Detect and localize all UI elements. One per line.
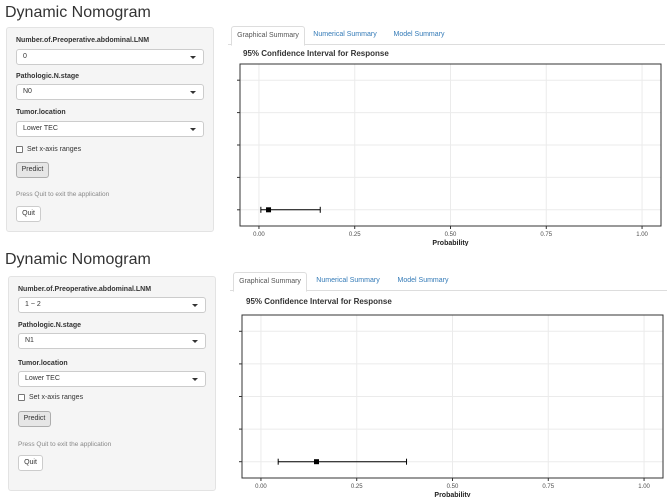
quit-help-text: Press Quit to exit the application: [18, 441, 112, 448]
x-tick-label: 1.00: [638, 484, 650, 490]
tumor-location-select-value: Lower TEC: [25, 375, 60, 382]
x-tick-label: 0.50: [447, 484, 459, 490]
tab-model-summary[interactable]: Model Summary: [397, 277, 449, 284]
plot-title: 95% Confidence Interval for Response: [243, 49, 389, 58]
chevron-down-icon: [190, 128, 196, 131]
tab-graphical-summary[interactable]: Graphical Summary: [231, 26, 305, 46]
nomogram-app-bottom: Dynamic Nomogram Number.of.Preoperative.…: [0, 249, 669, 498]
x-axis-range-checkbox-row[interactable]: Set x-axis ranges: [16, 146, 81, 153]
plot-title: 95% Confidence Interval for Response: [246, 297, 392, 306]
point-estimate: [266, 207, 272, 213]
lnm-select[interactable]: 0: [16, 49, 204, 65]
quit-button[interactable]: Quit: [18, 455, 43, 471]
quit-button[interactable]: Quit: [16, 206, 41, 222]
lnm-select-value: 1 ~ 2: [25, 301, 41, 308]
tab-graphical-summary[interactable]: Graphical Summary: [233, 272, 307, 292]
x-tick-label: 1.00: [636, 232, 648, 238]
tab-model-summary[interactable]: Model Summary: [393, 31, 445, 38]
x-tick-label: 0.00: [253, 232, 265, 238]
x-tick-label: 0.00: [255, 484, 267, 490]
nomogram-app-top: Dynamic Nomogram Number.of.Preoperative.…: [5, 4, 665, 246]
x-tick-label: 0.25: [349, 232, 361, 238]
tab-bar: Graphical Summary Numerical Summary Mode…: [228, 26, 665, 46]
lnm-select-value: 0: [23, 53, 27, 60]
x-tick-label: 0.50: [445, 232, 457, 238]
chevron-down-icon: [192, 340, 198, 343]
n-stage-select[interactable]: N0: [16, 84, 204, 100]
plot-border: [239, 63, 662, 227]
predict-button[interactable]: Predict: [18, 411, 51, 427]
lnm-label: Number.of.Preoperative.abdominal.LNM: [18, 286, 152, 293]
tab-numerical-summary[interactable]: Numerical Summary: [316, 277, 380, 284]
chevron-down-icon: [192, 378, 198, 381]
x-axis-range-checkbox-row[interactable]: Set x-axis ranges: [18, 394, 83, 401]
tumor-location-label: Tumor.location: [18, 360, 68, 367]
x-tick-label: 0.75: [542, 484, 554, 490]
x-axis-label: Probability: [434, 492, 470, 497]
app-title: Dynamic Nomogram: [5, 251, 151, 268]
ci-chart: 0.00 0.25 0.50 0.75 1.00 Probability: [237, 63, 662, 246]
tumor-location-label: Tumor.location: [16, 109, 66, 116]
tumor-location-select-value: Lower TEC: [23, 125, 58, 132]
chevron-down-icon: [190, 56, 196, 59]
predict-button[interactable]: Predict: [16, 162, 49, 178]
quit-help-text: Press Quit to exit the application: [16, 191, 110, 198]
tab-bar: Graphical Summary Numerical Summary Mode…: [230, 272, 667, 292]
x-axis-range-checkbox[interactable]: [18, 394, 25, 401]
n-stage-label: Pathologic.N.stage: [18, 322, 82, 329]
sidebar-panel: Number.of.Preoperative.abdominal.LNM 1 ~…: [8, 276, 216, 491]
ci-chart: 0.00 0.25 0.50 0.75 1.00 Probability: [239, 314, 664, 497]
sidebar-panel: Number.of.Preoperative.abdominal.LNM 0 P…: [6, 27, 214, 232]
app-title: Dynamic Nomogram: [5, 4, 151, 21]
x-axis-range-label: Set x-axis ranges: [29, 394, 84, 401]
n-stage-select[interactable]: N1: [18, 333, 206, 349]
tab-numerical-summary[interactable]: Numerical Summary: [313, 31, 377, 38]
chevron-down-icon: [190, 91, 196, 94]
lnm-label: Number.of.Preoperative.abdominal.LNM: [16, 37, 150, 44]
x-tick-label: 0.25: [351, 484, 363, 490]
chevron-down-icon: [192, 304, 198, 307]
point-estimate: [313, 459, 319, 465]
x-tick-label: 0.75: [540, 232, 552, 238]
n-stage-select-value: N1: [25, 337, 34, 344]
lnm-select[interactable]: 1 ~ 2: [18, 297, 206, 313]
tumor-location-select[interactable]: Lower TEC: [18, 371, 206, 387]
x-axis-range-label: Set x-axis ranges: [27, 146, 82, 153]
tumor-location-select[interactable]: Lower TEC: [16, 121, 204, 137]
plot-border: [241, 314, 664, 479]
x-axis-range-checkbox[interactable]: [16, 146, 23, 153]
n-stage-label: Pathologic.N.stage: [16, 73, 80, 80]
x-axis-label: Probability: [432, 240, 468, 246]
n-stage-select-value: N0: [23, 88, 32, 95]
